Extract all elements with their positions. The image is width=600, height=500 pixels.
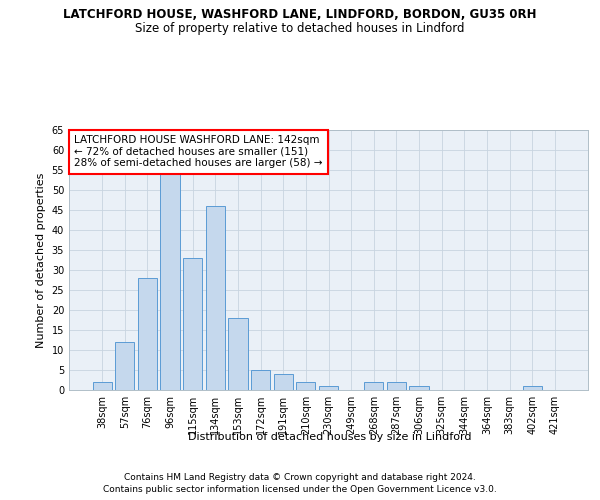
Bar [364,382,383,390]
Text: Size of property relative to detached houses in Lindford: Size of property relative to detached ho… [135,22,465,35]
Text: Contains HM Land Registry data © Crown copyright and database right 2024.: Contains HM Land Registry data © Crown c… [124,472,476,482]
Bar [229,318,248,390]
Text: LATCHFORD HOUSE WASHFORD LANE: 142sqm
← 72% of detached houses are smaller (151): LATCHFORD HOUSE WASHFORD LANE: 142sqm ← … [74,135,323,168]
Bar [160,170,180,390]
Bar [251,370,270,390]
Bar [296,382,316,390]
Bar [206,206,225,390]
Bar [92,382,112,390]
Bar [409,386,428,390]
Bar [183,258,202,390]
Y-axis label: Number of detached properties: Number of detached properties [36,172,46,348]
Bar [115,342,134,390]
Bar [138,278,157,390]
Bar [319,386,338,390]
Text: LATCHFORD HOUSE, WASHFORD LANE, LINDFORD, BORDON, GU35 0RH: LATCHFORD HOUSE, WASHFORD LANE, LINDFORD… [63,8,537,20]
Bar [523,386,542,390]
Text: Contains public sector information licensed under the Open Government Licence v3: Contains public sector information licen… [103,485,497,494]
Bar [274,374,293,390]
Text: Distribution of detached houses by size in Lindford: Distribution of detached houses by size … [188,432,472,442]
Bar [387,382,406,390]
